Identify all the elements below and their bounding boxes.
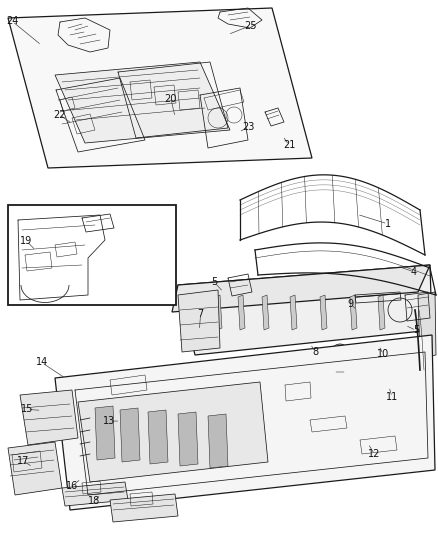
- Text: 20: 20: [165, 94, 177, 103]
- Text: 10: 10: [377, 350, 389, 359]
- Polygon shape: [178, 412, 198, 466]
- Text: 11: 11: [386, 392, 398, 402]
- Polygon shape: [120, 408, 140, 462]
- Polygon shape: [95, 406, 115, 460]
- Text: 12: 12: [368, 449, 381, 459]
- Polygon shape: [20, 390, 78, 445]
- Polygon shape: [178, 265, 432, 355]
- Text: 5: 5: [413, 326, 419, 335]
- Polygon shape: [208, 414, 228, 468]
- Text: 4: 4: [411, 267, 417, 277]
- Polygon shape: [55, 62, 230, 143]
- Polygon shape: [350, 295, 357, 330]
- FancyBboxPatch shape: [8, 205, 176, 305]
- Polygon shape: [178, 290, 220, 352]
- Polygon shape: [215, 295, 222, 330]
- Polygon shape: [55, 335, 435, 510]
- Polygon shape: [172, 265, 430, 312]
- Text: 9: 9: [347, 299, 353, 309]
- Polygon shape: [148, 410, 168, 464]
- Polygon shape: [418, 292, 436, 358]
- Text: 5: 5: [212, 278, 218, 287]
- Text: 7: 7: [198, 310, 204, 319]
- Polygon shape: [238, 295, 245, 330]
- Polygon shape: [378, 295, 385, 330]
- Text: 17: 17: [17, 456, 29, 466]
- Text: 13: 13: [103, 416, 116, 426]
- Polygon shape: [320, 295, 327, 330]
- Text: 15: 15: [21, 405, 33, 414]
- Text: 16: 16: [66, 481, 78, 491]
- Polygon shape: [78, 382, 268, 482]
- Polygon shape: [290, 295, 297, 330]
- Text: 14: 14: [35, 358, 48, 367]
- Polygon shape: [8, 442, 62, 495]
- Text: 18: 18: [88, 496, 100, 506]
- Text: 25: 25: [244, 21, 257, 30]
- Text: 24: 24: [6, 17, 18, 26]
- Polygon shape: [110, 494, 178, 522]
- Polygon shape: [62, 482, 128, 506]
- Text: 22: 22: [53, 110, 65, 119]
- Text: 8: 8: [312, 347, 318, 357]
- Polygon shape: [262, 295, 269, 330]
- Text: 21: 21: [283, 140, 295, 150]
- Text: 1: 1: [385, 219, 391, 229]
- Text: 19: 19: [20, 236, 32, 246]
- Text: 23: 23: [243, 122, 255, 132]
- Polygon shape: [8, 8, 312, 168]
